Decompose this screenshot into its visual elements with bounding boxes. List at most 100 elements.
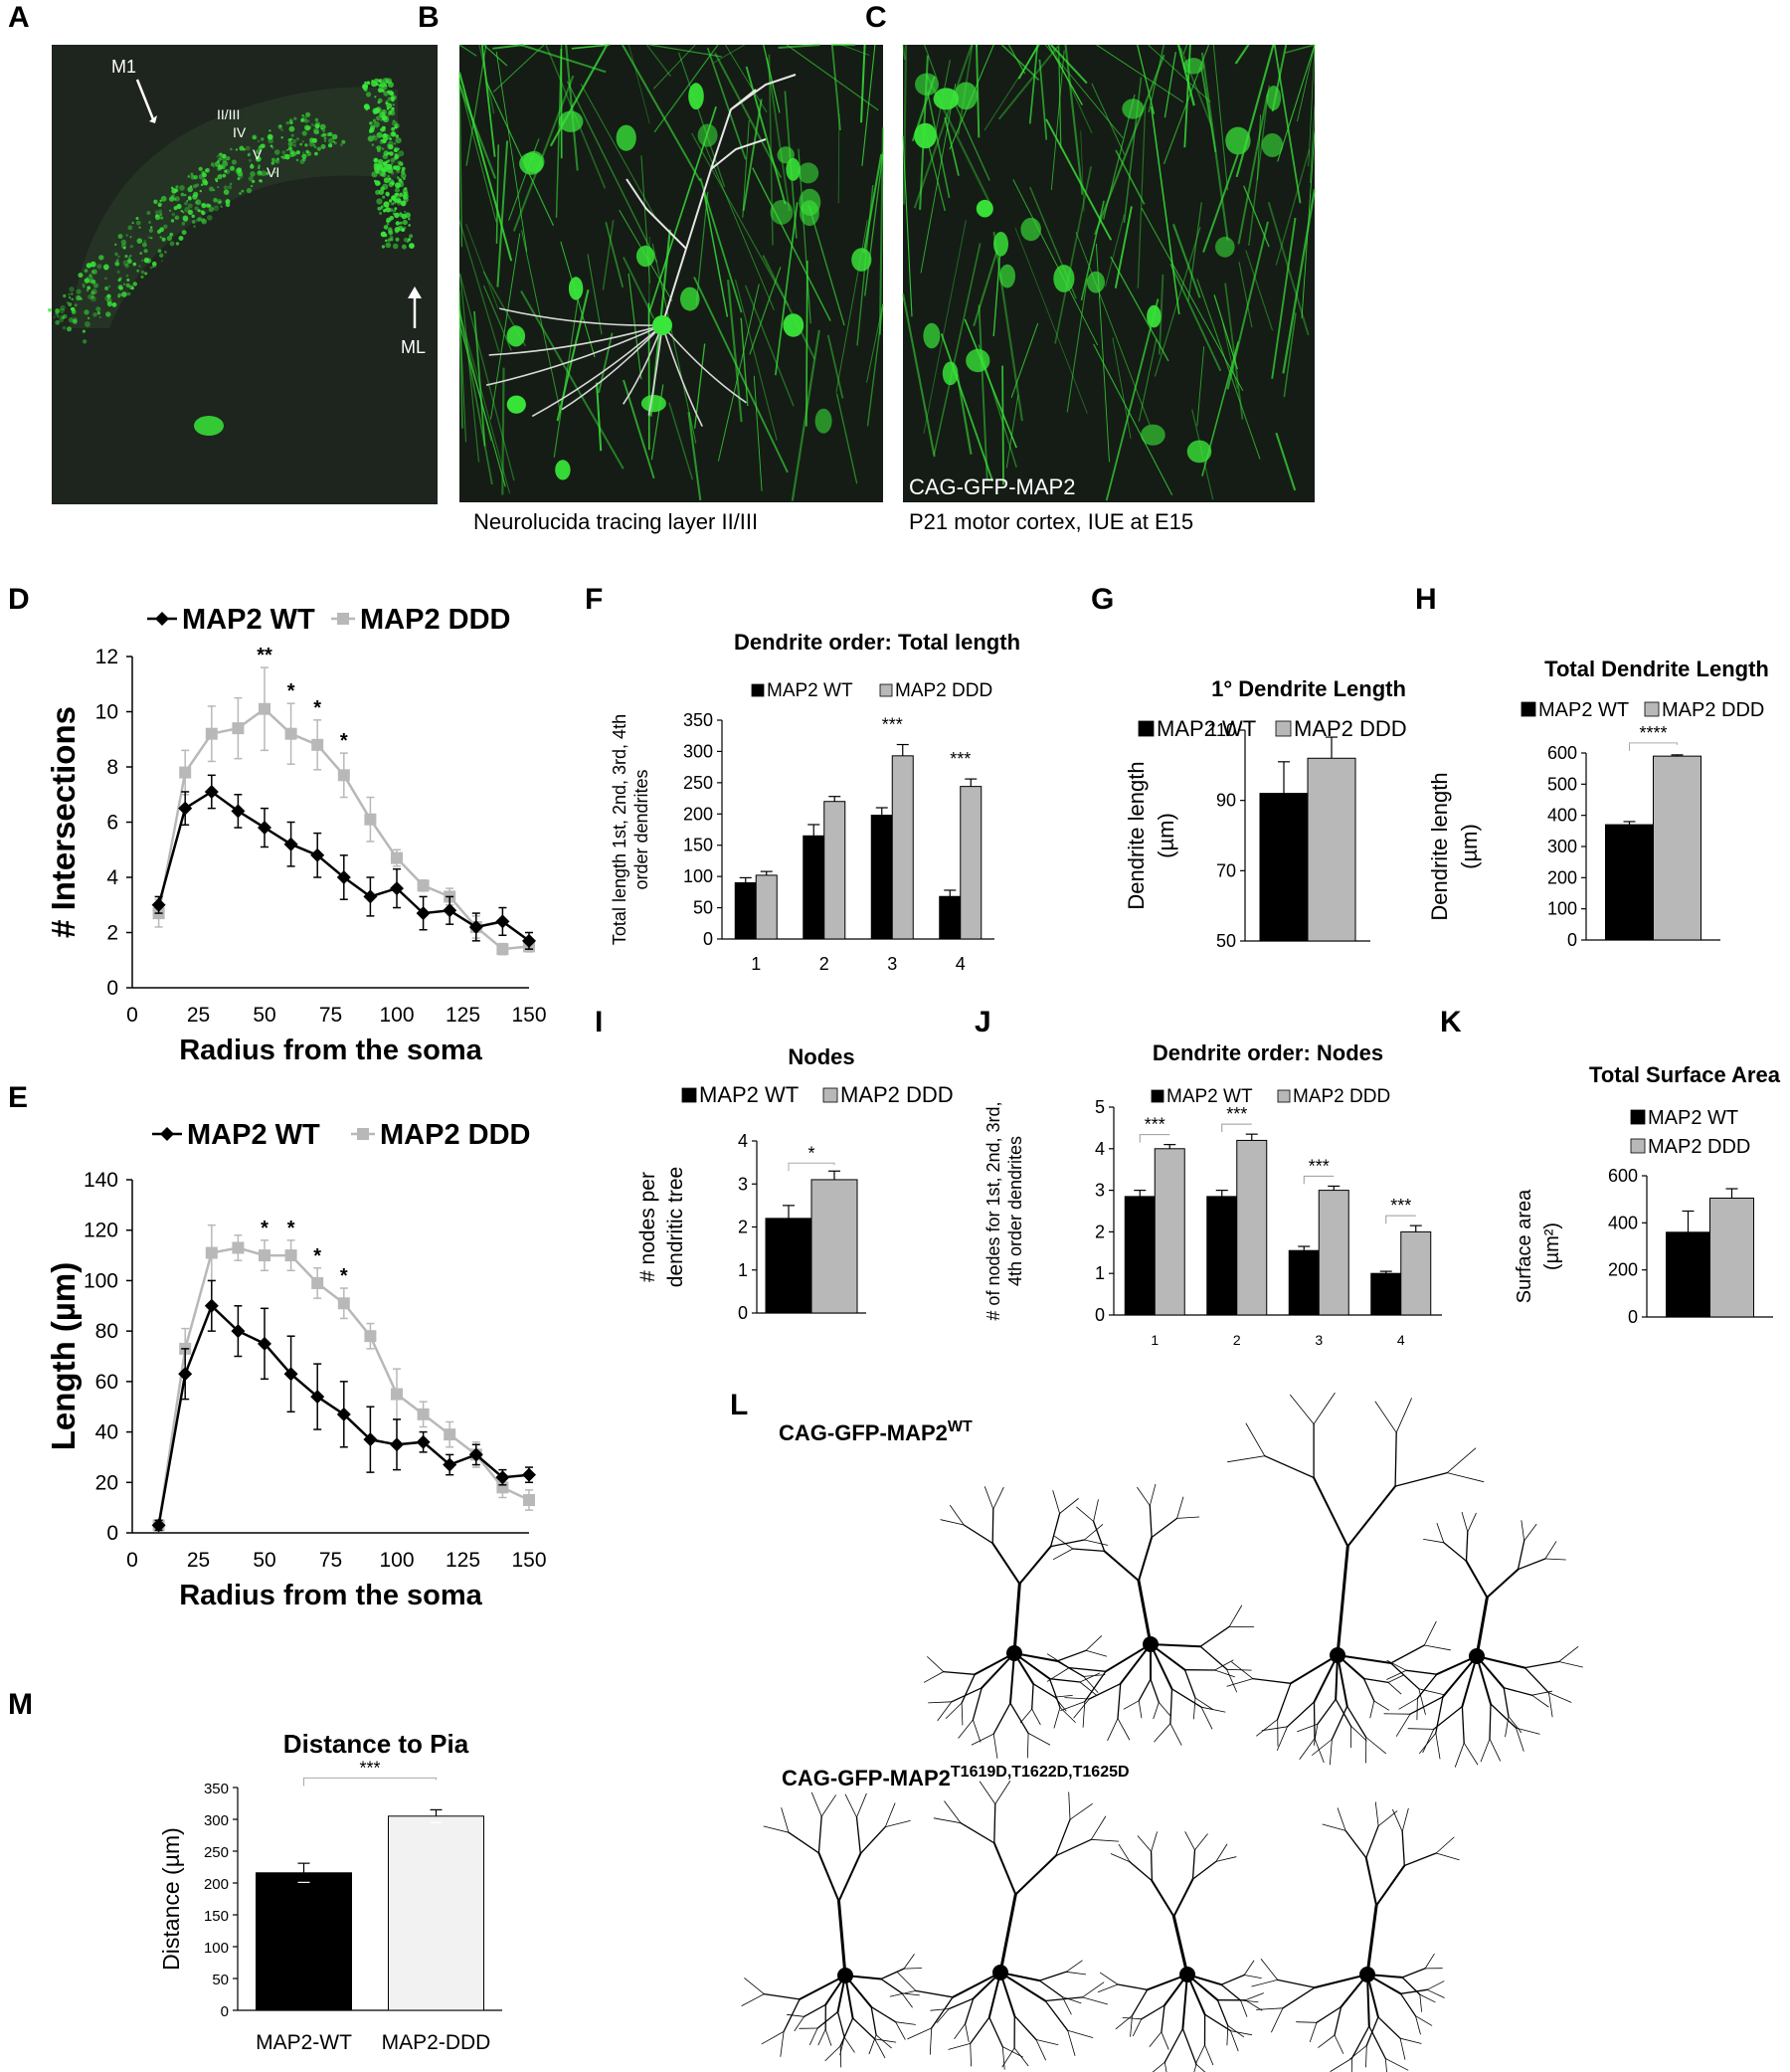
data-point-ddd [179,766,192,779]
panel-letter-h: H [1415,583,1437,616]
fluorescent-cell [307,119,310,123]
fluorescent-cell [370,125,375,130]
fluorescent-cell [84,278,90,283]
dendrite-branch [937,1701,953,1721]
dendrite-process [473,310,486,447]
y-tick-label: 350 [204,1781,229,1797]
dendrite-process [1282,189,1317,374]
fluorescent-cell [286,148,289,151]
dendrite-branch [915,1989,954,1998]
y-tick-label: 90 [1216,791,1236,811]
dendrite-branch [895,2021,906,2040]
y-axis-title: Total length 1st, 2nd, 3rd, 4th [610,714,629,945]
fluorescent-cell [107,284,111,288]
neuron-soma [558,110,584,132]
data-point-ddd [444,1428,456,1441]
fluorescent-cell [118,278,122,282]
traced-basal-dendrite [531,324,663,418]
dendrite-process [902,44,906,61]
dendrite-branch [1364,1856,1378,1907]
dendrite-branch [1335,1698,1352,1727]
dendrite-branch [972,1687,983,1721]
label-m1: M1 [111,57,136,77]
dendrite-process [1256,114,1262,181]
dendrite-branch [1409,1696,1444,1715]
fluorescent-cell [193,191,199,197]
dendrite-branch [1418,1688,1446,1696]
fluorescent-cell [327,143,333,148]
fluorescent-cell [301,151,305,154]
dendrite-process [465,223,499,309]
fluorescent-cell [76,294,82,301]
dendrite-branch [761,2031,785,2045]
fluorescent-cell [404,187,408,190]
dendrite-branch [1443,1542,1468,1563]
dendrite-branch [1161,2004,1165,2033]
dendrite-process [976,44,981,138]
dendrite-branch [1060,1701,1086,1711]
dendrite-process [866,303,884,383]
fluorescent-cell [251,180,255,184]
bar-wt [1288,1249,1320,1316]
dendrite-process [953,100,990,181]
neuron-soma [1147,304,1162,328]
dendrite-branch [1035,2039,1046,2061]
data-point-ddd [311,1276,324,1289]
fluorescent-cell [160,216,164,220]
fluorescent-cell [217,174,223,180]
fluorescent-cell [182,211,185,214]
dendrite-branch [1046,1653,1070,1668]
bar-wt [1206,1196,1238,1316]
neuron-soma [851,248,872,272]
dendrite-branch [1454,1742,1465,1768]
dendrite-process [480,44,496,157]
dendrite-branch [1073,1698,1090,1719]
fluorescent-cell [387,228,393,234]
fluorescent-cell [388,230,394,236]
fluorescent-cell [114,243,117,246]
fluorescent-cell [364,81,367,85]
dendrite-branch [952,1972,1001,1998]
traced-apical-dendrite [626,74,797,326]
fluorescent-cell [367,135,374,142]
fluorescent-cell [68,296,72,299]
dendrite-branch [824,2045,841,2062]
significance-mark: *** [1390,1196,1411,1216]
dendrite-branch [1256,2007,1284,2010]
dendrite-branch [1153,1702,1160,1720]
fluorescent-cell [180,192,185,197]
significance-mark: * [340,1265,348,1287]
fluorescent-cell [383,225,389,230]
dendrite-process [807,204,845,326]
fluorescent-cell [377,100,381,104]
fluorescent-cell [191,220,196,224]
dendrite-branch [1558,1661,1583,1668]
traced-basal-dendrite [485,324,663,386]
fluorescent-cell [245,145,251,151]
fluorescent-cell [250,171,256,177]
dendrite-branch [1336,1545,1349,1657]
dendrite-branch [1230,2030,1239,2052]
fluorescent-cell [203,180,209,186]
dendrite-branch [1486,1568,1520,1599]
data-point-wt [310,1390,325,1405]
x-axis-title: Radius from the soma [179,1580,482,1611]
dendrite-branch [1226,1678,1254,1687]
dendrite-process [501,367,505,495]
dendrite-process [668,402,694,480]
dendrite-branch [930,2008,950,2011]
dendrite-branch [1119,1643,1152,1685]
dendrite-branch [1350,1725,1367,1742]
dendrite-process [864,151,884,296]
dendrite-process [1200,67,1217,153]
dendrite-branch [1329,1739,1333,1766]
fluorescent-cell [387,90,390,94]
fluorescent-cell [102,264,109,271]
fluorescent-cell [148,228,153,233]
fluorescent-cell [375,106,382,113]
dendrite-branch [1365,1904,1378,1977]
legend-swatch-ddd [1630,1138,1646,1154]
fluorescent-cell [230,147,233,151]
neuron-soma [568,277,584,300]
neuron-soma [814,408,832,434]
